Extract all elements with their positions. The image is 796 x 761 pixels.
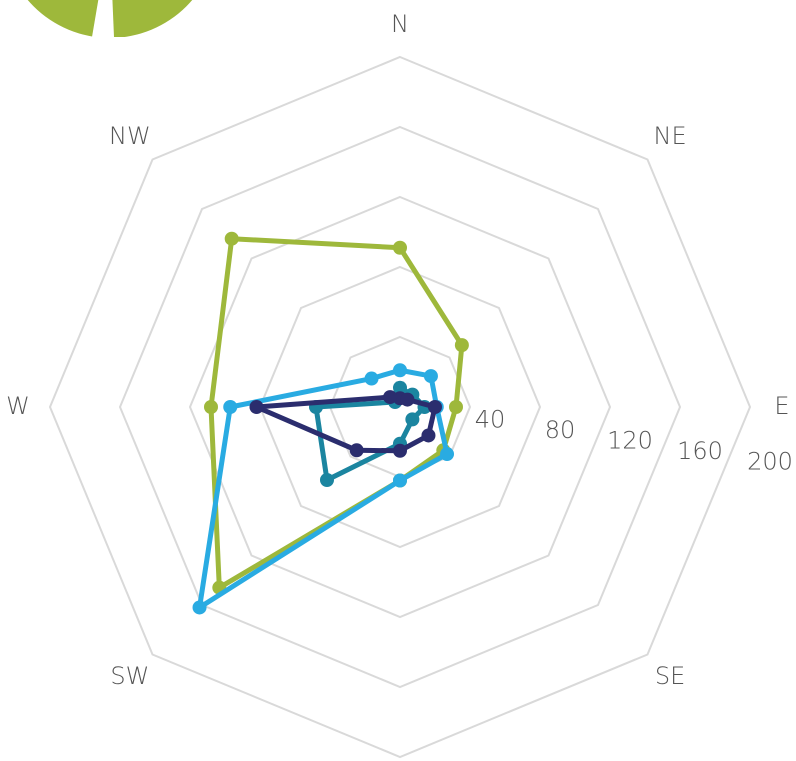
data-point xyxy=(428,400,442,414)
data-point xyxy=(224,231,239,246)
data-point xyxy=(421,428,436,443)
data-point xyxy=(383,390,398,405)
data-point xyxy=(204,400,218,414)
category-label: E xyxy=(774,392,789,420)
grid-ring xyxy=(258,265,542,549)
data-point xyxy=(393,240,407,255)
data-point xyxy=(400,392,415,407)
r-tick-label: 120 xyxy=(607,427,653,455)
data-point xyxy=(393,473,407,488)
data-point xyxy=(440,447,455,462)
data-point xyxy=(423,369,438,384)
category-label: N xyxy=(391,10,409,38)
data-point xyxy=(393,443,407,458)
grid-ring xyxy=(188,195,612,619)
data-point xyxy=(249,400,264,414)
logo-gap xyxy=(92,0,114,37)
data-point xyxy=(349,443,364,458)
category-label: SW xyxy=(110,662,149,690)
grid-ring xyxy=(48,55,752,759)
grid-ring xyxy=(118,125,682,689)
data-point xyxy=(364,371,379,386)
data-point xyxy=(449,400,463,414)
category-label: W xyxy=(6,392,30,420)
data-point xyxy=(393,380,407,395)
r-tick-label: 40 xyxy=(475,406,506,434)
data-point xyxy=(405,412,420,427)
r-tick-label: 160 xyxy=(677,437,723,465)
r-tick-label: 80 xyxy=(545,416,576,444)
data-point xyxy=(223,400,238,414)
data-point xyxy=(393,363,407,378)
category-label: NW xyxy=(109,122,151,150)
category-label: NE xyxy=(654,122,687,150)
data-point xyxy=(192,600,207,615)
logo xyxy=(27,0,193,37)
r-tick-label: 200 xyxy=(747,448,793,476)
data-point xyxy=(319,473,334,488)
category-label: SE xyxy=(655,662,685,690)
data-point xyxy=(454,338,469,353)
